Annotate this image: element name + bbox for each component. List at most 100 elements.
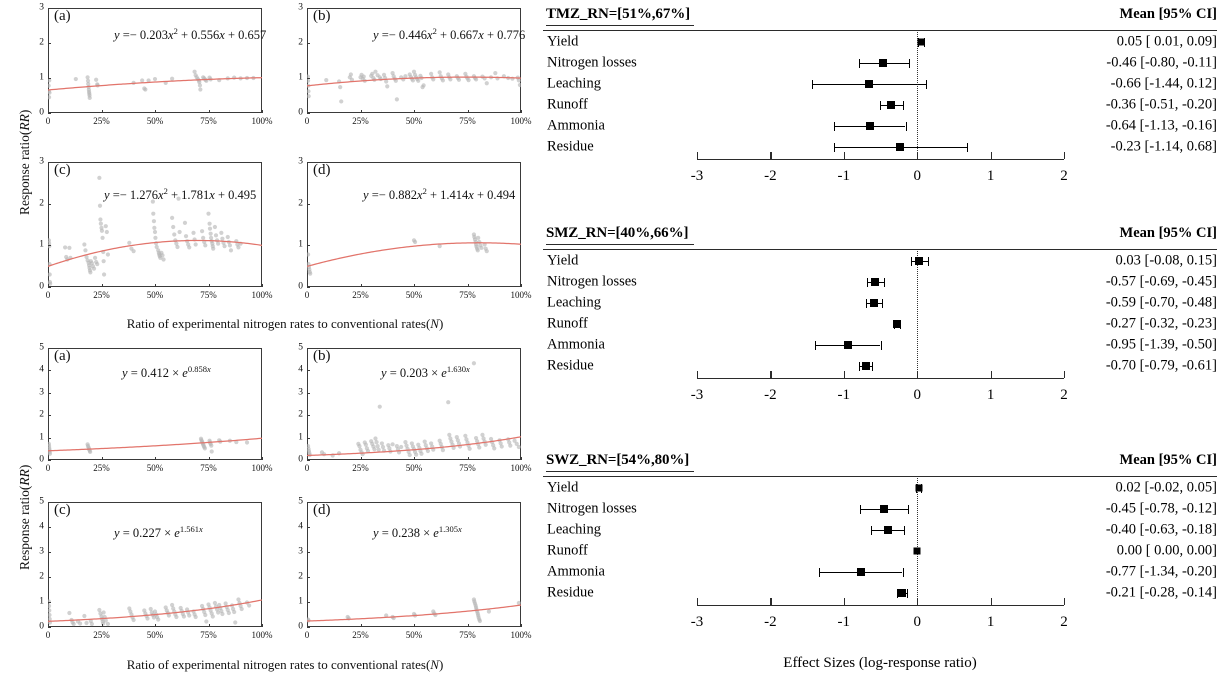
- x-tick-label: 25%: [352, 116, 369, 126]
- y-tick-mark: [48, 78, 51, 79]
- x-tick-label: 0: [45, 463, 51, 473]
- y-tick-mark: [307, 552, 310, 553]
- confidence-interval-cap: [833, 142, 835, 152]
- y-tick-mark: [307, 627, 310, 628]
- forest-axis-tick-label: -2: [764, 614, 777, 630]
- forest-axis-tick: [843, 598, 846, 605]
- y-tick-label: 0: [39, 621, 44, 632]
- y-tick-mark: [307, 78, 310, 79]
- forest-row-value: -0.70 [-0.79, -0.61]: [1105, 357, 1217, 374]
- x-tick-label: 50%: [146, 290, 164, 300]
- x-tick-mark: [208, 624, 210, 627]
- x-tick-label: 0: [45, 630, 51, 640]
- x-tick-mark: [414, 284, 415, 287]
- forest-row-label: Residue: [547, 357, 594, 374]
- panel-tag: (d): [313, 162, 331, 178]
- y-tick-mark: [48, 370, 51, 372]
- x-tick-label: 50%: [405, 290, 423, 300]
- confidence-interval-cap: [906, 588, 908, 598]
- y-tick-mark: [307, 370, 310, 372]
- y-tick-mark: [48, 627, 51, 628]
- forest-axis-tick-label: -3: [690, 614, 704, 630]
- confidence-interval-cap: [900, 319, 902, 329]
- y-tick-label: 3: [39, 2, 44, 13]
- confidence-interval-line: [896, 593, 907, 594]
- scatter-panel-exp-b: (b) y = 0.203 × e1.630x 0 1 2 3 4 5 0 25% 50% 75% 10…: [298, 343, 531, 473]
- y-tick-mark: [48, 203, 51, 205]
- forest-row-value: -0.36 [-0.51, -0.20]: [1105, 96, 1217, 113]
- x-tick-mark: [208, 457, 210, 460]
- x-tick-mark: [208, 110, 210, 113]
- y-tick-label: 3: [39, 156, 44, 167]
- confidence-interval-line: [833, 147, 968, 148]
- fit-curve: [48, 239, 262, 267]
- y-tick-mark: [48, 460, 51, 461]
- effect-size-marker: [880, 505, 889, 513]
- x-tick-mark: [467, 457, 469, 460]
- x-tick-mark: [101, 110, 103, 113]
- x-tick-label: 75%: [200, 290, 217, 300]
- fit-curve: [48, 437, 262, 452]
- y-tick-label: 2: [298, 197, 303, 208]
- forest-header-rule: [543, 476, 1217, 478]
- confidence-interval-cap: [928, 256, 930, 266]
- x-tick-label: 75%: [459, 463, 476, 473]
- x-tick-label: 75%: [459, 116, 476, 126]
- y-tick-mark: [307, 245, 310, 247]
- forest-row-label: Yield: [547, 252, 579, 269]
- forest-row-label: Runoff: [547, 315, 588, 332]
- forest-axis-tick: [770, 598, 772, 605]
- confidence-interval-line: [834, 126, 906, 127]
- forest-title: SWZ_RN=[54%,80%]: [546, 452, 690, 468]
- forest-axis-line: [697, 159, 1064, 161]
- confidence-interval-cap: [902, 100, 904, 110]
- confidence-interval-cap: [904, 525, 905, 535]
- fit-equation: y = 0.238 × e1.305x: [373, 524, 462, 541]
- effect-size-marker: [897, 589, 906, 597]
- forest-axis-line: [697, 378, 1064, 380]
- effect-size-marker: [913, 547, 921, 555]
- x-tick-mark: [307, 624, 308, 627]
- effect-size-marker: [879, 59, 888, 67]
- forest-row-value: 0.05 [ 0.01, 0.09]: [1116, 33, 1217, 50]
- fit-equation: y =− 1.276x2 + 1.781x + 0.495: [104, 186, 257, 203]
- x-tick-label: 75%: [459, 630, 476, 640]
- forest-row-label: Leaching: [547, 75, 601, 92]
- forest-row-value: -0.40 [-0.63, -0.18]: [1105, 521, 1217, 538]
- confidence-interval-line: [859, 366, 873, 367]
- plot-canvas: [307, 232, 521, 276]
- forest-axis-tick: [770, 152, 772, 159]
- y-tick-label: 0: [39, 454, 44, 465]
- forest-axis-tick-label: -3: [690, 168, 704, 184]
- x-tick-label: 25%: [352, 290, 369, 300]
- confidence-interval-cap: [917, 37, 919, 47]
- y-tick-label: 0: [298, 621, 303, 632]
- effect-size-marker: [896, 143, 905, 151]
- forest-row-value: -0.57 [-0.69, -0.45]: [1105, 273, 1217, 290]
- mean-ci-header: Mean [95% CI]: [1119, 452, 1217, 468]
- forest-row-label: Yield: [547, 33, 579, 50]
- y-tick-label: 1: [39, 72, 44, 83]
- forest-axis-tick-label: -1: [837, 168, 851, 184]
- forest-axis-tick: [697, 371, 699, 378]
- confidence-interval-cap: [920, 483, 922, 493]
- x-tick-label: 100%: [510, 463, 532, 473]
- forest-row-label: Runoff: [547, 542, 588, 559]
- forest-axis-tick: [843, 371, 846, 378]
- forest-axis-tick: [990, 152, 992, 159]
- confidence-interval-line: [917, 42, 924, 43]
- x-tick-mark: [467, 284, 469, 287]
- forest-axis-tick: [1064, 152, 1066, 159]
- y-tick-label: 3: [298, 156, 303, 167]
- effect-size-marker: [883, 526, 892, 534]
- plot-canvas: [48, 597, 262, 627]
- zero-reference-line: [917, 478, 919, 603]
- y-tick-label: 3: [39, 387, 44, 398]
- effect-size-marker: [861, 362, 870, 370]
- y-tick-label: 2: [39, 197, 44, 208]
- effect-size-marker: [886, 101, 895, 109]
- forest-row-value: -0.66 [-1.44, 0.12]: [1110, 75, 1217, 92]
- plot-canvas: [307, 361, 521, 458]
- scatter-panel-quad-c: (c) y =− 1.276x2 + 1.781x + 0.495 0 1 2 3 0 25%…: [39, 157, 272, 300]
- x-tick-label: 100%: [251, 116, 273, 126]
